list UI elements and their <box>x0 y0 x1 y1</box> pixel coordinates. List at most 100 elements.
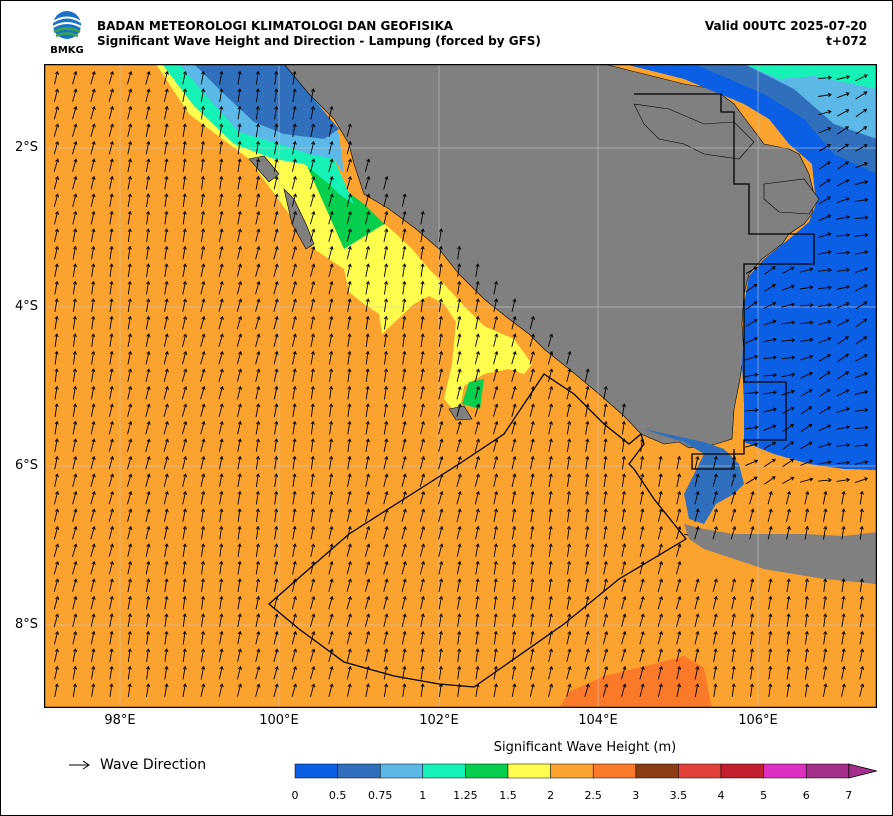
wave-arrow <box>310 193 316 207</box>
wave-arrow <box>818 92 832 97</box>
wave-arrow <box>365 648 371 662</box>
wave-arrow <box>493 455 499 470</box>
wave-arrow <box>365 245 371 260</box>
wave-arrow <box>768 595 773 610</box>
wave-arrow <box>328 490 334 505</box>
wave-arrow <box>749 613 755 627</box>
wave-arrow <box>182 123 187 137</box>
wave-arrow <box>731 613 736 627</box>
wave-arrow <box>456 420 462 435</box>
wave-arrow <box>91 263 96 277</box>
wave-arrow <box>273 403 279 417</box>
wave-arrow <box>54 315 59 330</box>
wave-arrow <box>182 298 188 312</box>
wave-arrow <box>146 263 151 277</box>
wave-arrow <box>72 350 77 365</box>
wave-arrow <box>126 70 133 85</box>
wave-arrow <box>164 543 169 557</box>
wave-arrow <box>328 665 334 680</box>
wave-arrow <box>566 368 572 382</box>
wave-arrow <box>800 371 813 379</box>
wave-arrow <box>346 210 352 225</box>
wave-arrow <box>163 473 169 487</box>
wave-arrow <box>200 88 206 102</box>
wave-arrow <box>109 245 114 260</box>
wave-arrow <box>781 284 795 291</box>
wave-arrow <box>764 458 776 467</box>
wave-arrow <box>763 424 777 431</box>
wave-arrow <box>72 438 78 452</box>
wave-arrow <box>694 665 700 680</box>
wave-arrow <box>823 613 828 627</box>
wave-arrow <box>54 403 59 417</box>
wave-arrow <box>53 88 60 102</box>
wave-arrow <box>328 420 334 435</box>
wave-arrow <box>145 228 151 242</box>
wave-arrow <box>584 595 590 610</box>
wave-arrow <box>694 648 700 662</box>
wave-arrow <box>292 525 297 540</box>
wave-arrow <box>310 315 316 330</box>
wave-arrow <box>127 175 133 190</box>
wave-arrow <box>90 70 96 85</box>
wave-arrow <box>639 525 645 540</box>
wave-arrow <box>530 578 535 592</box>
wave-arrow <box>126 438 133 452</box>
wave-arrow <box>109 385 114 400</box>
wave-arrow <box>310 368 315 382</box>
wave-arrow <box>639 490 645 505</box>
colorbar-bin <box>294 763 338 779</box>
wave-arrow <box>420 368 425 382</box>
wave-arrow <box>182 263 187 277</box>
wave-arrow <box>841 508 846 522</box>
wave-arrow <box>219 175 224 190</box>
wave-arrow <box>676 473 682 487</box>
wave-arrow <box>309 245 316 260</box>
wave-arrow <box>621 543 627 557</box>
wave-arrow <box>475 280 480 295</box>
wave-arrow <box>182 490 188 505</box>
wave-arrow <box>291 280 298 295</box>
wave-arrow <box>273 630 279 645</box>
wave-arrow <box>512 613 517 627</box>
wave-arrow <box>818 250 832 255</box>
wave-arrow <box>818 127 832 134</box>
wave-arrow <box>731 595 737 610</box>
wave-arrow <box>438 333 444 347</box>
wave-arrow <box>273 560 279 575</box>
wave-arrow <box>383 263 389 277</box>
wave-arrow <box>438 420 444 435</box>
wave-arrow <box>164 193 169 207</box>
wave-arrow <box>401 193 407 207</box>
wave-arrow <box>219 508 224 522</box>
wave-arrow <box>456 368 462 382</box>
wave-arrow <box>54 455 59 470</box>
wave-arrow <box>347 298 352 312</box>
wave-arrow <box>585 455 590 470</box>
wave-arrow <box>346 158 352 172</box>
wave-arrow <box>274 490 279 505</box>
wave-arrow <box>237 578 242 592</box>
wave-arrow <box>511 350 517 365</box>
wave-arrow <box>237 210 242 225</box>
wave-arrow <box>365 490 371 505</box>
wave-arrow <box>365 210 371 225</box>
wave-arrow <box>694 508 700 522</box>
wave-arrow <box>675 560 682 575</box>
wave-arrow <box>182 613 187 627</box>
wave-arrow <box>108 420 114 435</box>
wave-arrow <box>365 298 370 312</box>
wave-arrow <box>72 333 77 347</box>
wave-arrow <box>438 455 444 470</box>
wave-arrow <box>836 442 851 448</box>
wave-arrow <box>53 158 60 172</box>
wave-arrow <box>346 613 352 627</box>
wave-arrow <box>53 543 60 557</box>
wave-arrow <box>512 630 517 645</box>
wave-arrow <box>90 438 96 452</box>
wave-arrow <box>163 508 169 522</box>
wave-arrow <box>109 263 114 277</box>
wave-arrow <box>328 683 334 697</box>
wave-arrow <box>127 88 133 102</box>
wave-arrow <box>310 263 316 277</box>
